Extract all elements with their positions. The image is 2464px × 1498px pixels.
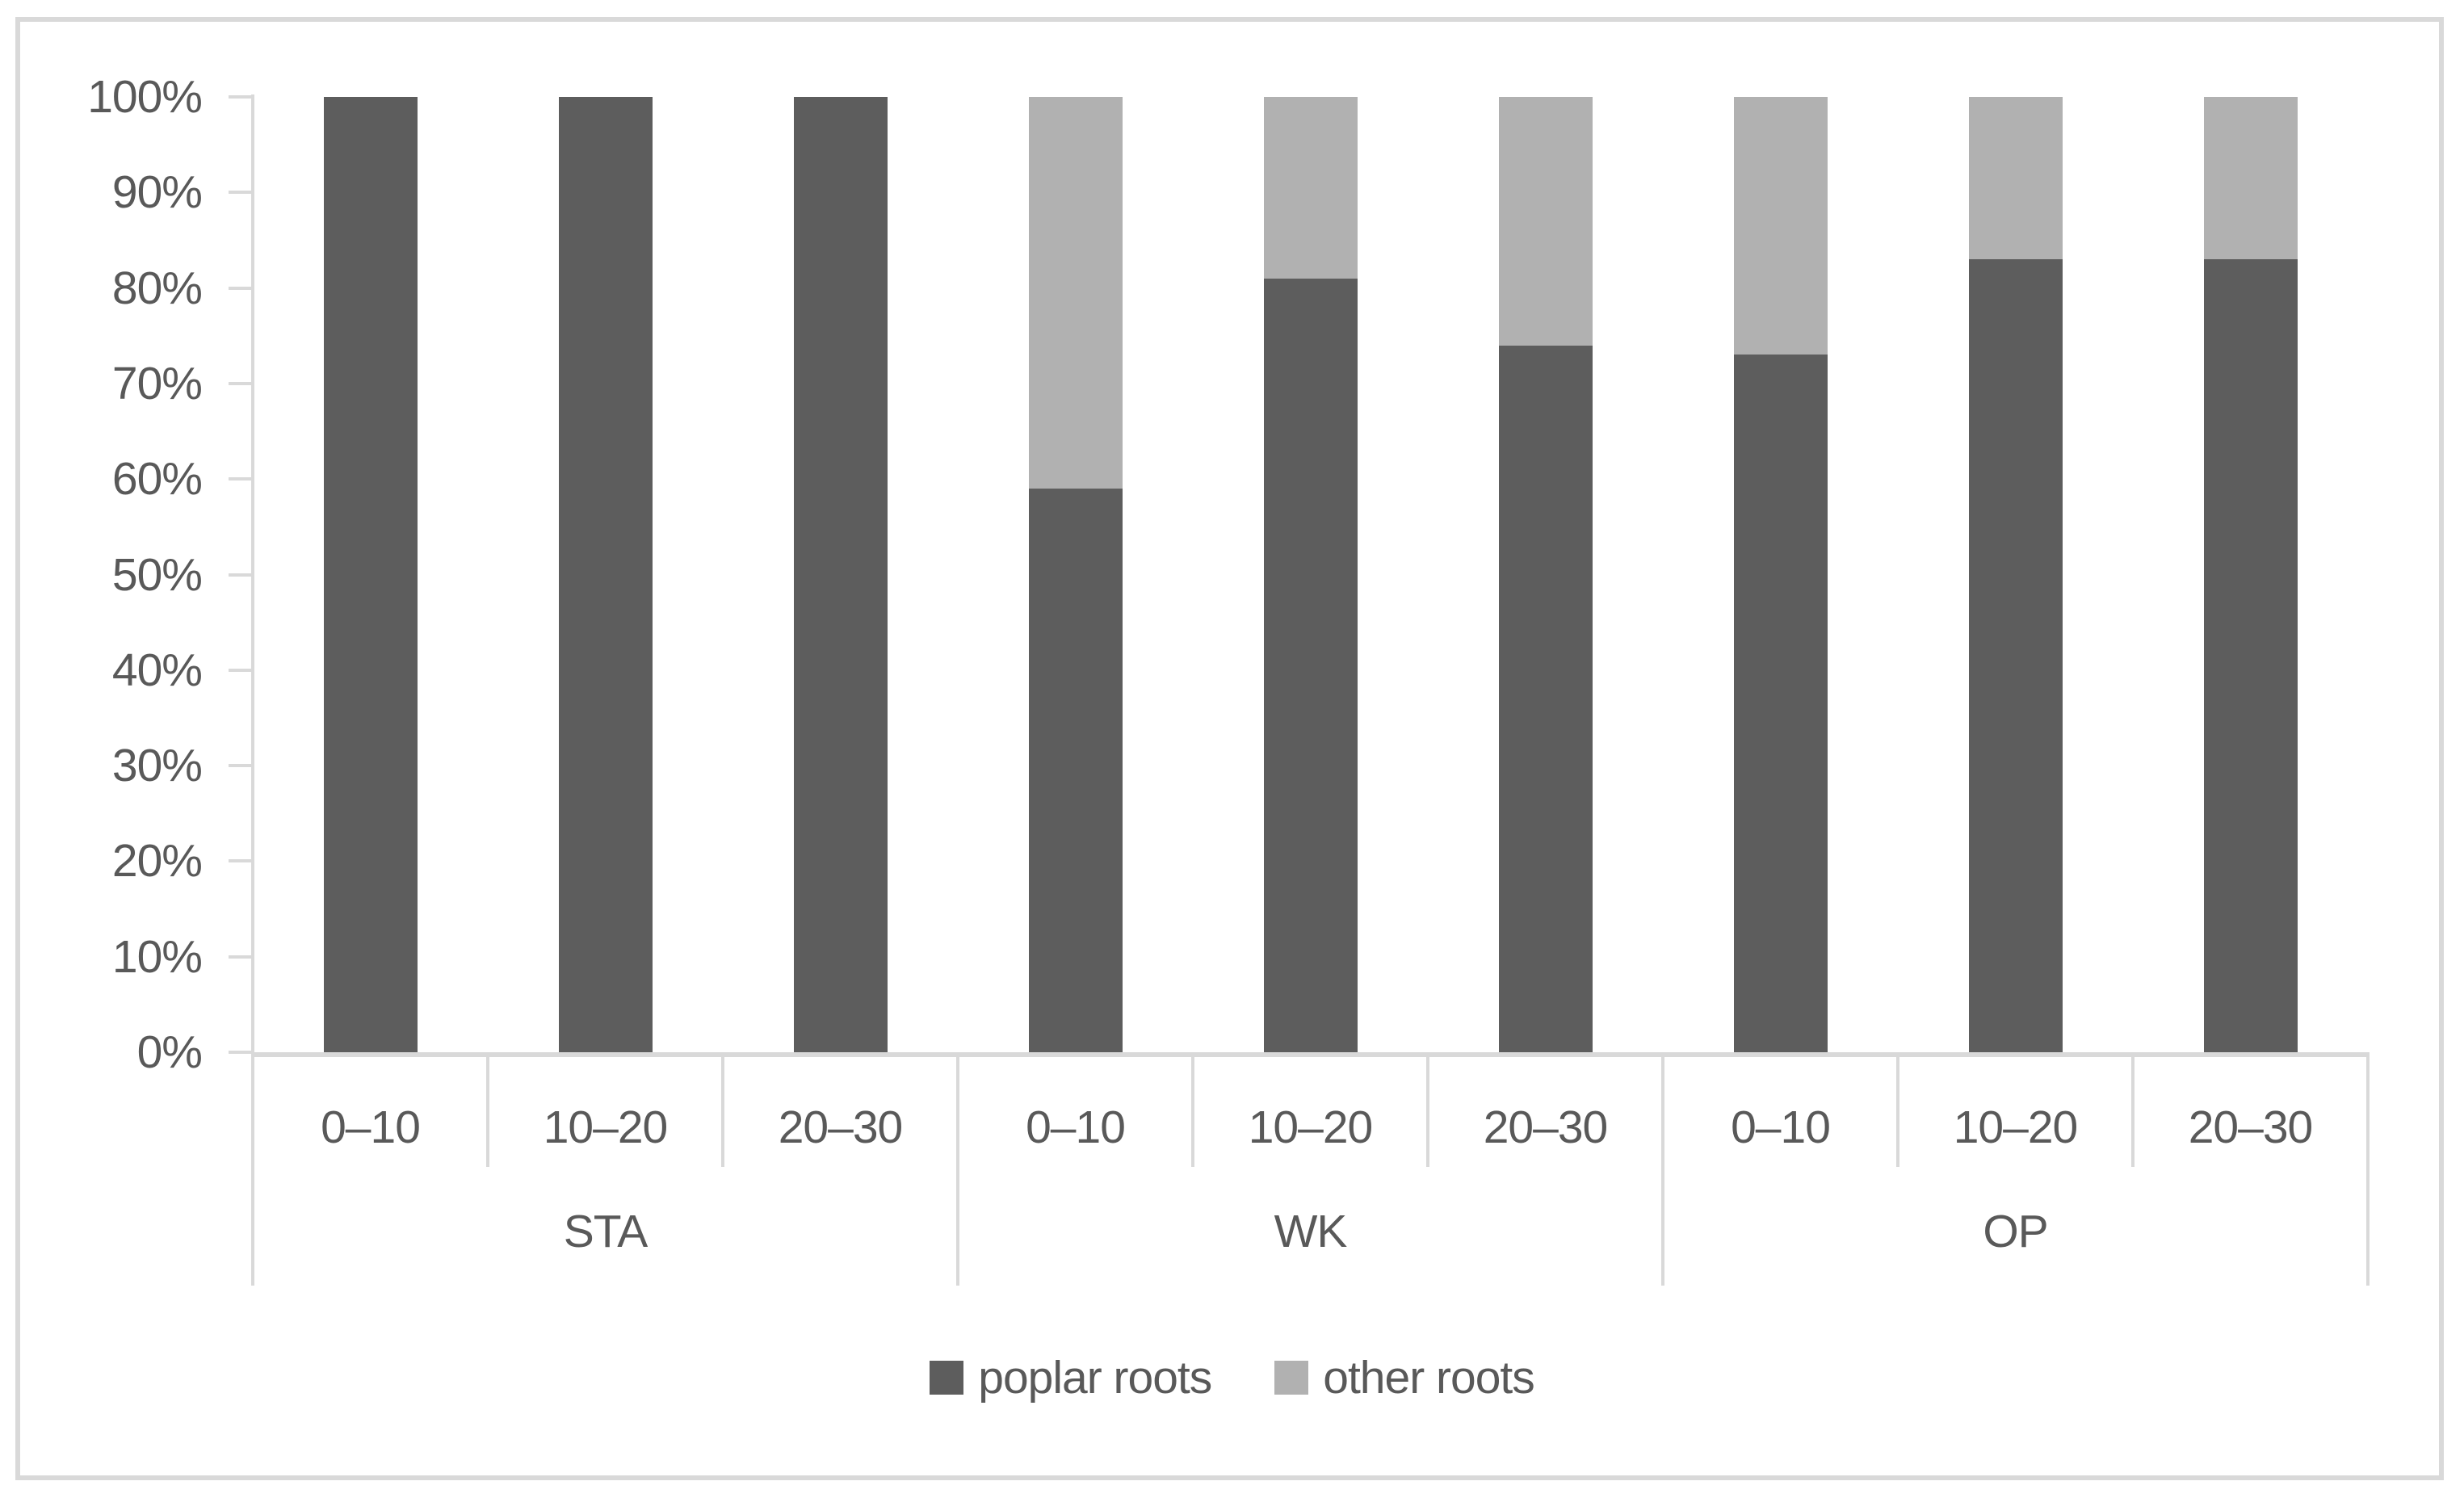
group-separator-line: [956, 1052, 959, 1286]
y-axis-tick: [229, 859, 253, 863]
y-axis-tick: [229, 477, 253, 481]
category-separator-line: [1191, 1057, 1194, 1167]
category-label: 0–10: [321, 1101, 421, 1153]
stacked-bar: [1028, 97, 1123, 1052]
bar-segment-other-roots: [1733, 97, 1828, 355]
group-separator-line: [1661, 1052, 1664, 1286]
chart-legend: poplar roots other roots: [0, 1350, 2464, 1405]
category-separator-line: [721, 1057, 724, 1167]
stacked-bar: [558, 97, 653, 1052]
bar-segment-poplar-roots: [1028, 489, 1123, 1052]
group-separator-line: [251, 1052, 254, 1286]
category-separator-line: [1426, 1057, 1429, 1167]
stacked-bar: [1733, 97, 1828, 1052]
y-axis-label: 60%: [111, 453, 203, 506]
bar-segment-other-roots: [2203, 97, 2298, 260]
y-axis-label: 100%: [87, 71, 203, 123]
bar-segment-other-roots: [1028, 97, 1123, 489]
stacked-bar: [2203, 97, 2298, 1052]
stacked-bar: [323, 97, 418, 1052]
legend-label-poplar-roots: poplar roots: [978, 1352, 1212, 1404]
bar-segment-other-roots: [1498, 97, 1593, 346]
bar-segment-other-roots: [1263, 97, 1358, 279]
group-label-STA: STA: [563, 1206, 649, 1257]
y-axis-label: 70%: [111, 357, 203, 409]
y-axis-tick: [229, 286, 253, 290]
bar-segment-poplar-roots: [1498, 345, 1593, 1052]
y-axis-tick: [229, 191, 253, 195]
y-axis-line: [251, 94, 254, 1055]
bar-segment-other-roots: [1968, 97, 2063, 260]
y-axis-tick: [229, 668, 253, 672]
category-label: 10–20: [1953, 1101, 2079, 1153]
bar-segment-poplar-roots: [793, 97, 888, 1052]
group-separator-line: [2366, 1052, 2370, 1286]
group-label-WK: WK: [1274, 1206, 1348, 1257]
group-label-OP: OP: [1983, 1206, 2048, 1257]
category-separator-line: [486, 1057, 489, 1167]
y-axis-tick: [229, 573, 253, 577]
y-axis-label: 10%: [111, 930, 203, 983]
bar-segment-poplar-roots: [2203, 259, 2298, 1052]
category-label: 20–30: [1483, 1101, 1609, 1153]
legend-swatch-poplar-roots: [930, 1361, 964, 1395]
bar-segment-poplar-roots: [323, 97, 418, 1052]
x-axis-line: [253, 1052, 2368, 1057]
stacked-bar: [1498, 97, 1593, 1052]
category-separator-line: [1896, 1057, 1899, 1167]
legend-swatch-other-roots: [1274, 1361, 1309, 1395]
stacked-bar: [1263, 97, 1358, 1052]
y-axis-tick: [229, 955, 253, 959]
y-axis-label: 20%: [111, 835, 203, 887]
chart-border: [15, 17, 2444, 1480]
legend-item-poplar-roots: poplar roots: [930, 1350, 1212, 1405]
category-label: 10–20: [543, 1101, 669, 1153]
bar-segment-poplar-roots: [558, 97, 653, 1052]
category-label: 0–10: [1731, 1101, 1831, 1153]
y-axis-tick: [229, 95, 253, 99]
plot-area: [253, 97, 2368, 1052]
y-axis-label: 90%: [111, 166, 203, 219]
y-axis-label: 80%: [111, 262, 203, 314]
legend-label-other-roots: other roots: [1323, 1352, 1534, 1404]
y-axis-label: 0%: [136, 1026, 203, 1078]
bar-segment-poplar-roots: [1263, 278, 1358, 1052]
y-axis-label: 50%: [111, 548, 203, 601]
y-axis-tick: [229, 1051, 253, 1054]
stacked-bar: [793, 97, 888, 1052]
y-axis-label: 40%: [111, 644, 203, 696]
category-separator-line: [2131, 1057, 2134, 1167]
category-label: 20–30: [778, 1101, 904, 1153]
stacked-bar: [1968, 97, 2063, 1052]
y-axis-tick: [229, 381, 253, 385]
y-axis-label: 30%: [111, 740, 203, 792]
y-axis-tick: [229, 764, 253, 768]
bar-segment-poplar-roots: [1733, 355, 1828, 1052]
bar-segment-poplar-roots: [1968, 259, 2063, 1052]
category-label: 20–30: [2188, 1101, 2314, 1153]
category-label: 10–20: [1248, 1101, 1374, 1153]
category-label: 0–10: [1026, 1101, 1126, 1153]
legend-item-other-roots: other roots: [1274, 1350, 1535, 1405]
